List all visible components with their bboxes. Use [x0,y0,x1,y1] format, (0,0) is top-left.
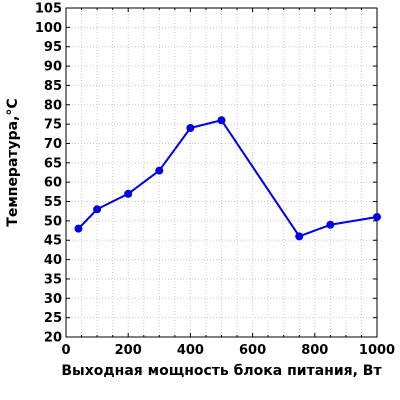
data-point [93,205,102,214]
y-tick-label: 55 [44,195,62,210]
y-tick-label: 95 [44,40,62,55]
y-tick-label: 100 [35,21,62,36]
y-tick-label: 90 [44,60,62,75]
x-tick-label: 800 [301,343,328,358]
y-tick-label: 60 [44,176,62,191]
y-tick-label: 50 [44,214,62,229]
y-tick-label: 85 [44,79,62,94]
y-axis-title: Температура,°C [5,98,21,226]
series [74,116,381,241]
x-tick-label: 200 [115,343,142,358]
data-point [74,224,83,233]
y-tick-label: 105 [35,2,62,17]
data-point [373,213,381,222]
grid [66,8,377,337]
y-tick-label: 70 [44,137,62,152]
data-point [124,189,133,198]
x-tick-label: 400 [177,343,204,358]
data-point [155,166,164,175]
x-axis-title: Выходная мощность блока питания, Вт [61,363,382,379]
axis-ticks: 20 25 30 35 40 45 50 55 60 65 70 75 80 85 90 95 100 105 0 2… [35,2,395,359]
y-tick-label: 20 [44,331,62,346]
y-tick-label: 45 [44,234,62,249]
x-tick-label: 600 [239,343,266,358]
y-tick-label: 65 [44,156,62,171]
y-tick-label: 40 [44,253,62,268]
y-tick-label: 30 [44,292,62,307]
y-tick-label: 75 [44,118,62,133]
y-tick-label: 25 [44,311,62,326]
data-point [326,220,335,229]
data-point [186,123,195,132]
y-tick-label: 35 [44,272,62,287]
x-tick-label: 1000 [359,343,395,358]
y-tick-label: 80 [44,98,62,113]
data-point [217,116,226,125]
series-line [77,119,378,238]
data-point [295,232,304,241]
x-tick-label: 0 [61,343,70,358]
